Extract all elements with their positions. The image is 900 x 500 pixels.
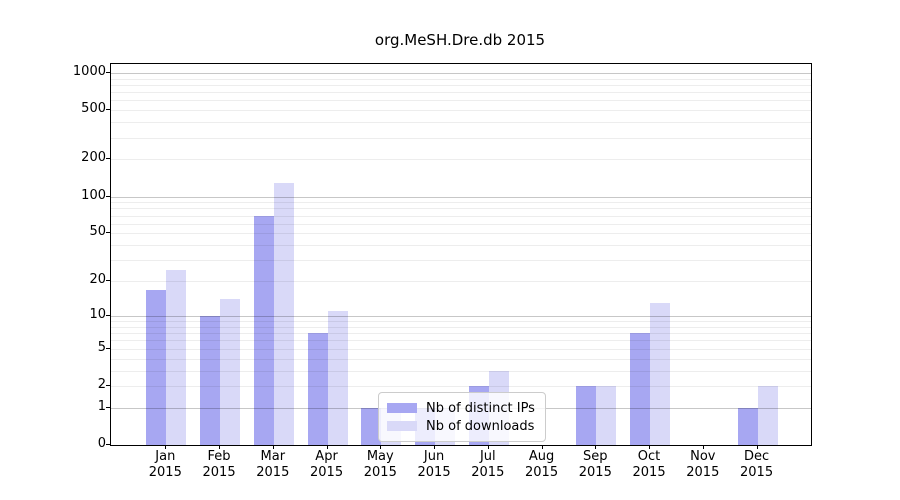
minor-gridline [111,358,811,360]
x-tick-mark [541,445,543,449]
minor-gridline [111,326,811,328]
chart-title: org.MeSH.Dre.db 2015 [374,31,546,49]
legend: Nb of distinct IPs Nb of downloads [378,392,546,442]
y-tick-label: 1 [97,398,106,414]
minor-gridline [111,370,811,372]
bar-distinct-ips-feb [200,316,221,445]
x-tick-mark [649,445,651,449]
legend-swatch-distinct-ips [387,403,417,413]
minor-gridline [111,281,811,283]
minor-gridline [111,84,811,86]
bar-distinct-ips-mar [253,215,274,445]
minor-gridline [111,202,811,204]
x-tick-label: Feb 2015 [202,449,236,480]
minor-gridline [111,321,811,323]
y-tick-mark [106,232,110,234]
x-tick-mark [595,445,597,449]
x-tick-label: Oct 2015 [632,449,666,480]
bar-distinct-ips-oct [630,333,651,445]
bar-downloads-apr [327,311,348,445]
plot-area [110,63,812,446]
bar-downloads-feb [220,299,241,445]
minor-gridline [111,92,811,94]
major-gridline [111,196,811,198]
y-tick-label: 200 [81,150,106,166]
x-tick-mark [326,445,328,449]
y-tick-mark [106,444,110,446]
bar-distinct-ips-dec [737,407,758,445]
bar-downloads-jan [166,269,187,445]
legend-label-downloads: Nb of downloads [426,418,535,434]
y-tick-mark [106,71,110,73]
y-tick-mark [106,158,110,160]
legend-row-distinct-ips: Nb of distinct IPs [387,399,537,417]
x-tick-mark [219,445,221,449]
x-tick-mark [487,445,489,449]
x-tick-label: Apr 2015 [310,449,344,480]
x-tick-mark [272,445,274,449]
x-tick-mark [165,445,167,449]
minor-gridline [111,110,811,112]
y-tick-label: 20 [89,272,106,288]
minor-gridline [111,386,811,388]
bar-downloads-sep [596,386,617,445]
y-tick-label: 2 [97,377,106,393]
minor-gridline [111,215,811,217]
x-tick-label: Jul 2015 [471,449,505,480]
bar-distinct-ips-sep [576,386,597,445]
x-tick-mark [434,445,436,449]
y-tick-label: 50 [89,224,106,240]
y-tick-label: 10 [89,307,106,323]
x-tick-label: Dec 2015 [740,449,774,480]
bar-distinct-ips-apr [307,333,328,445]
minor-gridline [111,348,811,350]
minor-gridline [111,122,811,124]
x-tick-label: Sep 2015 [578,449,612,480]
legend-row-downloads: Nb of downloads [387,417,537,435]
x-tick-mark [702,445,704,449]
bar-downloads-mar [273,182,294,445]
bar-distinct-ips-may [361,407,382,445]
major-gridline [111,72,811,74]
x-tick-label: May 2015 [363,449,397,480]
minor-gridline [111,137,811,139]
y-tick-mark [106,347,110,349]
bar-downloads-dec [757,386,778,445]
legend-label-distinct-ips: Nb of distinct IPs [426,400,535,416]
minor-gridline [111,159,811,161]
y-tick-label: 500 [81,101,106,117]
y-tick-mark [106,109,110,111]
x-tick-label: Mar 2015 [256,449,290,480]
legend-swatch-downloads [387,421,417,431]
x-tick-label: Jun 2015 [417,449,451,480]
minor-gridline [111,208,811,210]
minor-gridline [111,223,811,225]
y-tick-label: 1000 [72,63,106,79]
minor-gridline [111,245,811,247]
x-tick-label: Aug 2015 [525,449,559,480]
minor-gridline [111,100,811,102]
major-gridline [111,316,811,318]
y-tick-mark [106,315,110,317]
y-tick-label: 100 [81,187,106,203]
bar-distinct-ips-jan [146,289,167,445]
y-tick-mark [106,195,110,197]
bar-downloads-oct [650,303,671,445]
minor-gridline [111,78,811,80]
x-tick-label: Jan 2015 [148,449,182,480]
minor-gridline [111,333,811,335]
x-tick-label: Nov 2015 [686,449,720,480]
y-tick-label: 5 [97,339,106,355]
minor-gridline [111,233,811,235]
y-tick-mark [106,406,110,408]
y-tick-label: 0 [97,436,106,452]
x-tick-mark [380,445,382,449]
x-tick-mark [756,445,758,449]
y-tick-mark [106,385,110,387]
minor-gridline [111,340,811,342]
y-tick-mark [106,280,110,282]
minor-gridline [111,260,811,262]
